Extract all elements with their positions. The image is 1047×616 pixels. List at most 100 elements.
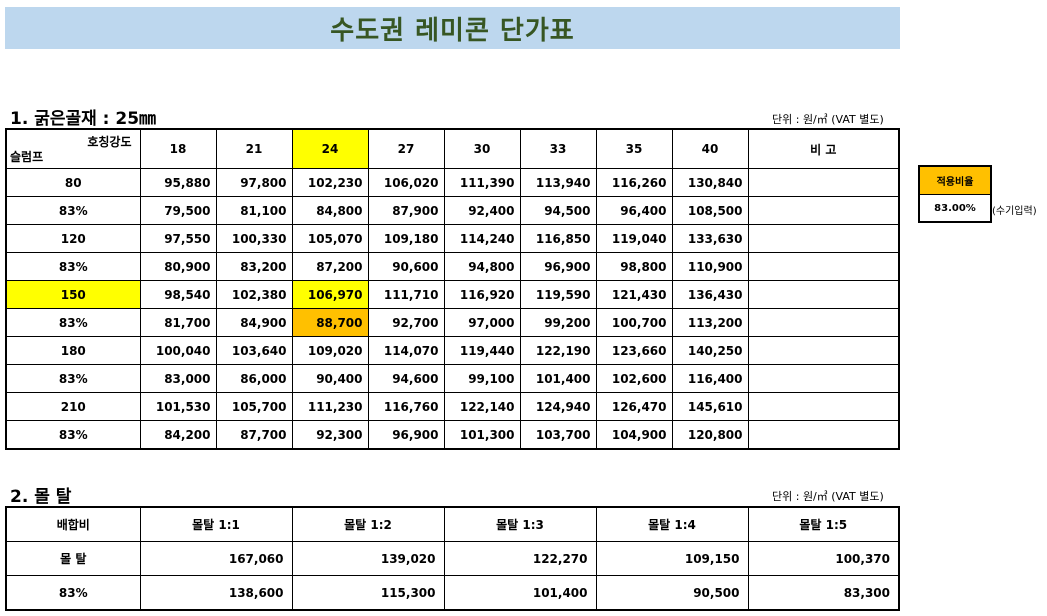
- price-cell: 111,390: [443, 168, 521, 197]
- section1-unit: 단위 : 원/㎥ (VAT 별도): [772, 113, 884, 126]
- price-cell: 145,610: [671, 392, 749, 421]
- table-row: 120 97,550 100,330 105,070 109,180 114,240 116…: [5, 224, 900, 253]
- remarks-cell: [747, 392, 900, 421]
- price-cell: 90,600: [367, 252, 445, 281]
- price-cell: 120,800: [671, 420, 749, 450]
- price-cell: 90,400: [291, 364, 369, 393]
- price-cell: 116,260: [595, 168, 673, 197]
- price-cell: 87,700: [215, 420, 293, 450]
- mortar-row-label: 83%: [5, 575, 141, 611]
- price-cell: 98,800: [595, 252, 673, 281]
- table-row: 83% 83,000 86,000 90,400 94,600 99,100 101,400…: [5, 364, 900, 393]
- table-row: 150 98,540 102,380 106,970 111,710 116,920 119…: [5, 280, 900, 309]
- price-cell: 84,900: [215, 308, 293, 337]
- section1-title: 1. 굵은골재 : 25㎜: [10, 109, 157, 129]
- mortar-row-label: 몰 탈: [5, 541, 141, 576]
- row-label: 83%: [5, 420, 141, 450]
- price-cell: 101,400: [519, 364, 597, 393]
- price-cell: 119,040: [595, 224, 673, 253]
- table-row: 80 95,880 97,800 102,230 106,020 111,390 113,9…: [5, 168, 900, 197]
- remarks-cell: [747, 280, 900, 309]
- price-cell: 103,640: [215, 336, 293, 365]
- remarks-cell: [747, 168, 900, 197]
- price-cell: 116,400: [671, 364, 749, 393]
- mortar-price-cell: 139,020: [291, 541, 445, 576]
- price-cell: 99,100: [443, 364, 521, 393]
- ratio-value[interactable]: 83.00%: [934, 202, 976, 214]
- remarks-cell: [747, 196, 900, 225]
- price-cell: 92,400: [443, 196, 521, 225]
- price-cell: 114,070: [367, 336, 445, 365]
- corner-cell: 호칭강도 슬럼프: [5, 128, 141, 169]
- price-cell: 111,710: [367, 280, 445, 309]
- strength-header: 40: [671, 128, 749, 169]
- strength-header: 30: [443, 128, 521, 169]
- price-cell: 108,500: [671, 196, 749, 225]
- row-label: 120: [5, 224, 141, 253]
- price-cell: 126,470: [595, 392, 673, 421]
- price-cell: 114,240: [443, 224, 521, 253]
- price-cell: 124,940: [519, 392, 597, 421]
- mortar-price-table: 배합비 몰탈 1:1 몰탈 1:2 몰탈 1:3 몰탈 1:4 몰탈 1:5 몰 탈 167,…: [5, 506, 900, 611]
- price-cell: 102,380: [215, 280, 293, 309]
- price-cell: 102,230: [291, 168, 369, 197]
- price-cell: 103,700: [519, 420, 597, 450]
- concrete-price-table: 호칭강도 슬럼프 18 21 24 27 30 33 35 40 비 고 80 95,880 97,800…: [5, 128, 900, 450]
- mortar-price-cell: 122,270: [443, 541, 597, 576]
- price-cell: 109,180: [367, 224, 445, 253]
- price-cell: 88,700: [291, 308, 369, 337]
- section2-title: 2. 몰 탈: [10, 487, 72, 507]
- remarks-cell: [747, 364, 900, 393]
- mortar-price-cell: 101,400: [443, 575, 597, 611]
- price-cell: 94,800: [443, 252, 521, 281]
- price-cell: 84,800: [291, 196, 369, 225]
- corner-slump-label: 슬럼프: [10, 150, 44, 164]
- price-cell: 100,040: [139, 336, 217, 365]
- price-cell: 84,200: [139, 420, 217, 450]
- section2-unit: 단위 : 원/㎥ (VAT 별도): [772, 490, 884, 503]
- strength-header: 21: [215, 128, 293, 169]
- price-cell: 94,600: [367, 364, 445, 393]
- price-cell: 104,900: [595, 420, 673, 450]
- price-cell: 95,880: [139, 168, 217, 197]
- price-cell: 80,900: [139, 252, 217, 281]
- ratio-label: 적용비율: [920, 167, 990, 195]
- mortar-mix-header: 몰탈 1:4: [595, 506, 749, 542]
- row-label: 210: [5, 392, 141, 421]
- table-row: 83% 79,500 81,100 84,800 87,900 92,400 94,500 9…: [5, 196, 900, 225]
- mortar-price-cell: 167,060: [139, 541, 293, 576]
- table-row: 210 101,530 105,700 111,230 116,760 122,140 12…: [5, 392, 900, 421]
- price-cell: 100,330: [215, 224, 293, 253]
- price-cell: 97,800: [215, 168, 293, 197]
- strength-header: 18: [139, 128, 217, 169]
- price-cell: 98,540: [139, 280, 217, 309]
- table-row: 180 100,040 103,640 109,020 114,070 119,440 12…: [5, 336, 900, 365]
- price-cell: 113,940: [519, 168, 597, 197]
- price-cell: 116,920: [443, 280, 521, 309]
- remarks-cell: [747, 308, 900, 337]
- mortar-row: 몰 탈 167,060 139,020 122,270 109,150 100,370: [5, 541, 900, 576]
- price-cell: 105,700: [215, 392, 293, 421]
- price-cell: 105,070: [291, 224, 369, 253]
- price-cell: 116,760: [367, 392, 445, 421]
- price-cell: 94,500: [519, 196, 597, 225]
- price-cell: 119,440: [443, 336, 521, 365]
- price-cell: 101,530: [139, 392, 217, 421]
- remarks-cell: [747, 336, 900, 365]
- row-label: 180: [5, 336, 141, 365]
- mortar-price-cell: 83,300: [747, 575, 900, 611]
- price-cell: 83,200: [215, 252, 293, 281]
- price-cell: 106,020: [367, 168, 445, 197]
- price-cell: 113,200: [671, 308, 749, 337]
- price-cell: 121,430: [595, 280, 673, 309]
- mortar-mix-header: 몰탈 1:3: [443, 506, 597, 542]
- table-row: 83% 84,200 87,700 92,300 96,900 101,300 103,70…: [5, 420, 900, 450]
- remarks-header: 비 고: [747, 128, 900, 169]
- mortar-price-cell: 138,600: [139, 575, 293, 611]
- price-cell: 97,550: [139, 224, 217, 253]
- price-cell: 102,600: [595, 364, 673, 393]
- price-cell: 87,900: [367, 196, 445, 225]
- ratio-note: (수기입력): [992, 206, 1037, 217]
- price-cell: 92,300: [291, 420, 369, 450]
- price-cell: 97,000: [443, 308, 521, 337]
